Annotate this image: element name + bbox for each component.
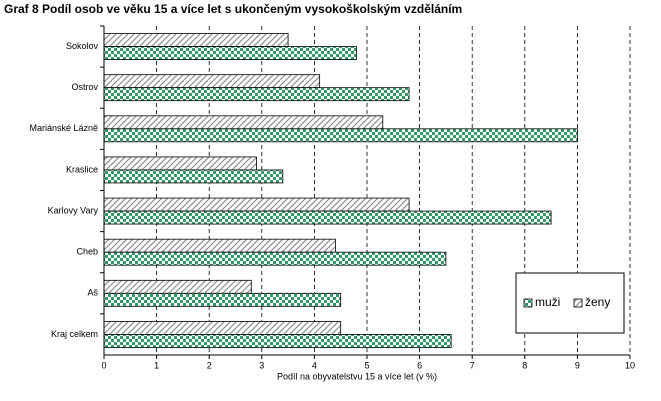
chart-title: Graf 8 Podíl osob ve věku 15 a více let … (4, 2, 462, 16)
y-tick-label: Kraslice (66, 164, 98, 174)
bar (103, 210, 552, 225)
x-tick-label: 8 (522, 360, 527, 370)
bar (103, 251, 447, 266)
y-tick-label: Sokolov (66, 41, 99, 51)
y-tick-label: Karlovy Vary (48, 205, 99, 215)
bar (103, 74, 321, 89)
y-tick-label: Cheb (76, 247, 98, 257)
x-tick-label: 0 (101, 360, 106, 370)
bar (103, 334, 452, 348)
bar (103, 321, 342, 335)
x-tick-label: 9 (575, 360, 580, 370)
x-tick-label: 10 (625, 360, 635, 370)
y-tick-label: Mariánské Lázně (29, 123, 98, 133)
bar (103, 169, 284, 184)
x-axis-label: Podíl na obyvatelstvu 15 a více let (v %… (277, 371, 437, 381)
legend-label: muži (535, 295, 560, 309)
x-tick-label: 5 (364, 360, 369, 370)
bar (103, 128, 578, 143)
y-tick-label: Aš (87, 288, 98, 298)
bar (103, 156, 257, 171)
legend-swatch (573, 298, 583, 308)
bar (103, 292, 342, 307)
bar (103, 115, 384, 130)
y-tick-label: Kraj celkem (51, 329, 98, 339)
bar (103, 87, 410, 102)
legend-swatch (523, 298, 533, 308)
x-tick-label: 1 (154, 360, 159, 370)
bar (103, 279, 252, 294)
bar (103, 33, 289, 47)
bar (103, 197, 410, 212)
bar (103, 238, 336, 253)
x-tick-label: 2 (207, 360, 212, 370)
y-tick-label: Ostrov (71, 82, 98, 92)
legend-box (515, 272, 625, 334)
x-tick-label: 7 (470, 360, 475, 370)
x-tick-label: 6 (417, 360, 422, 370)
x-tick-label: 3 (259, 360, 264, 370)
x-tick-label: 4 (312, 360, 317, 370)
bar (103, 46, 357, 60)
legend-label: ženy (585, 295, 610, 309)
